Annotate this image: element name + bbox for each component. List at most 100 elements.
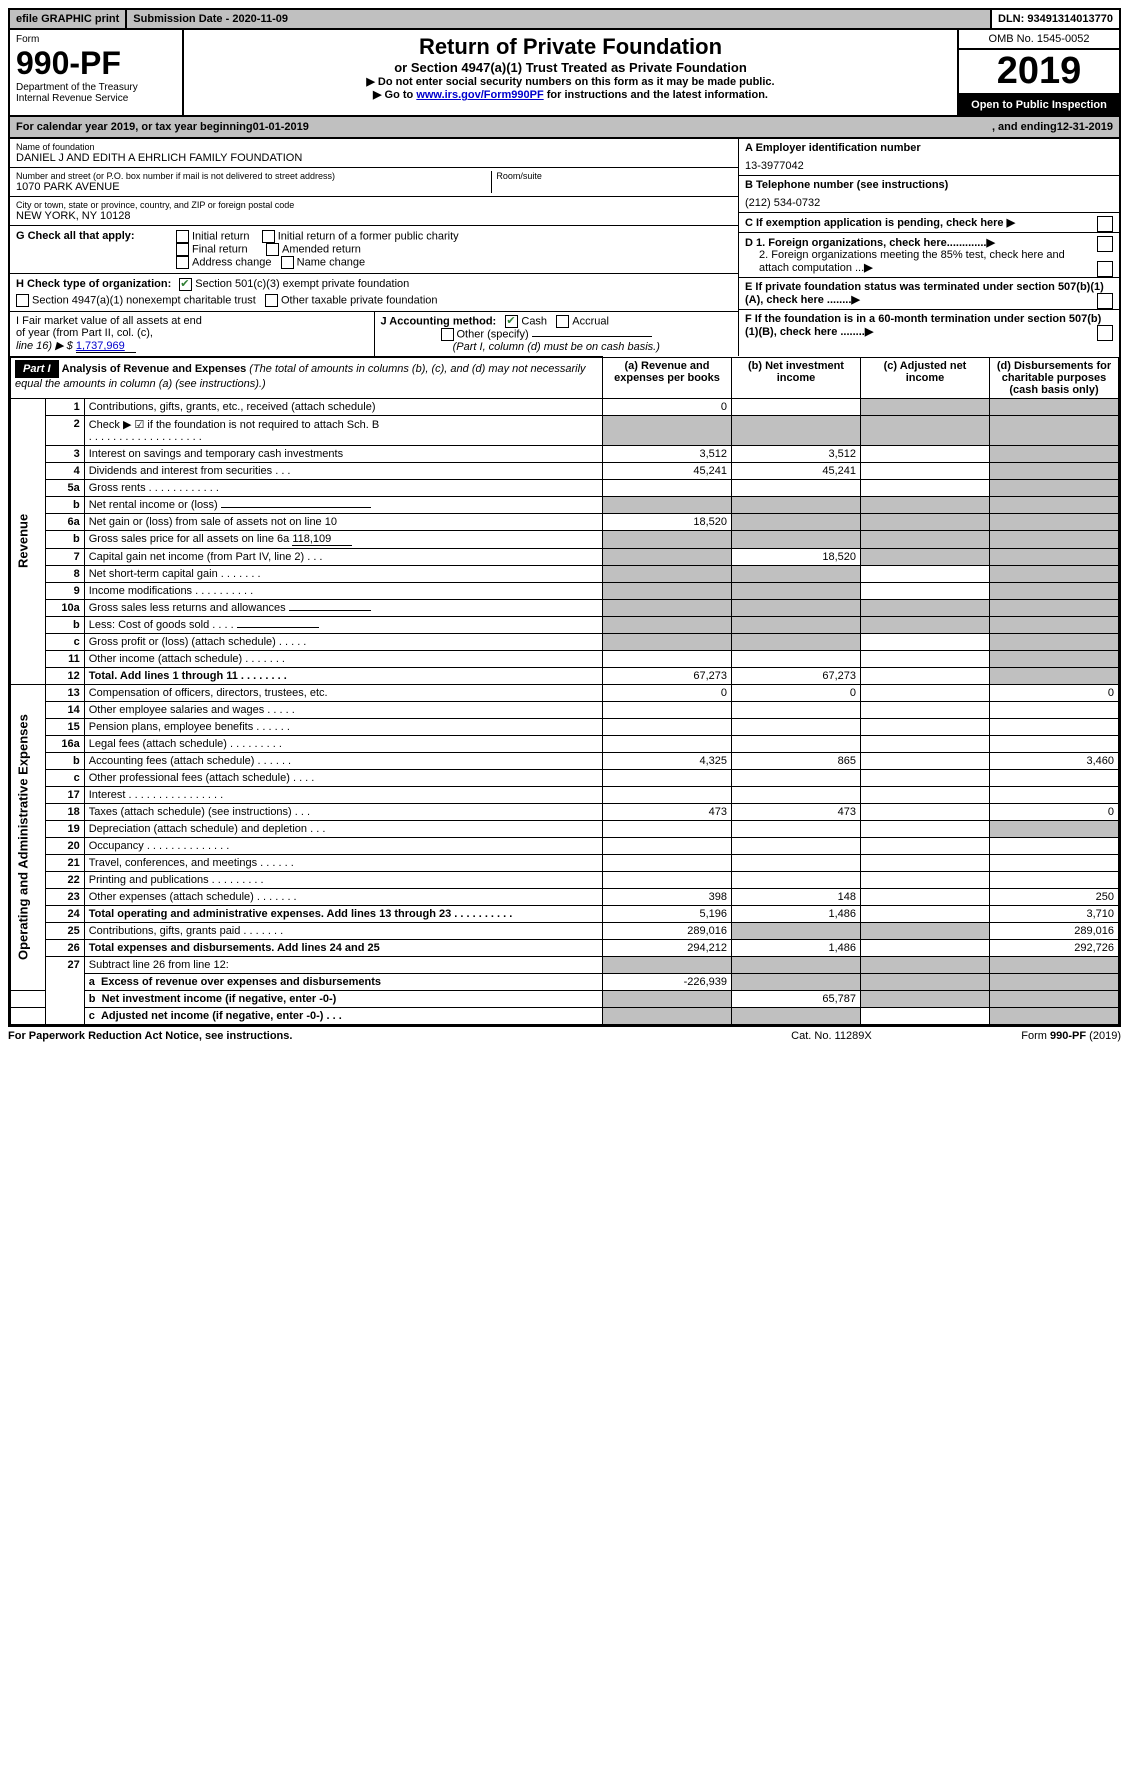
section-g: G Check all that apply: Initial return I… (10, 226, 738, 274)
dept-irs: Internal Revenue Service (16, 93, 176, 104)
section-c: C If exemption application is pending, c… (739, 213, 1119, 233)
top-bar: efile GRAPHIC print Submission Date - 20… (10, 10, 1119, 30)
table-row: 12Total. Add lines 1 through 11 . . . . … (11, 667, 1119, 684)
dept-treasury: Department of the Treasury (16, 82, 176, 93)
table-row: b Net rental income or (loss) (11, 496, 1119, 513)
col-b: (b) Net investment income (732, 357, 861, 398)
ein-label: A Employer identification number (745, 142, 921, 154)
table-row: 23Other expenses (attach schedule) . . .… (11, 888, 1119, 905)
chk-4947[interactable] (16, 294, 29, 307)
form-link[interactable]: www.irs.gov/Form990PF (416, 89, 543, 101)
chk-other-method[interactable] (441, 328, 454, 341)
addr-label: Number and street (or P.O. box number if… (16, 171, 487, 181)
part1-header: Part I (15, 360, 59, 378)
h-label: H Check type of organization: (16, 278, 171, 291)
city-state-zip: NEW YORK, NY 10128 (16, 210, 732, 222)
table-row: 8Net short-term capital gain . . . . . .… (11, 565, 1119, 582)
table-row: a Excess of revenue over expenses and di… (11, 973, 1119, 990)
table-row: 22Printing and publications . . . . . . … (11, 871, 1119, 888)
section-i: I Fair market value of all assets at end… (10, 312, 375, 356)
chk-initial[interactable] (176, 230, 189, 243)
title: Return of Private Foundation (190, 34, 951, 60)
section-d: D 1. Foreign organizations, check here..… (739, 233, 1119, 278)
table-row: 18Taxes (attach schedule) (see instructi… (11, 803, 1119, 820)
col-a: (a) Revenue and expenses per books (603, 357, 732, 398)
table-row: 16aLegal fees (attach schedule) . . . . … (11, 735, 1119, 752)
table-row: 11Other income (attach schedule) . . . .… (11, 650, 1119, 667)
footer-left: For Paperwork Reduction Act Notice, see … (8, 1030, 292, 1042)
footer-right: Form 990-PF (2019) (1021, 1030, 1121, 1042)
part1-table: Part I Analysis of Revenue and Expenses … (10, 356, 1119, 1025)
section-e: E If private foundation status was termi… (739, 278, 1119, 310)
table-row: 25Contributions, gifts, grants paid . . … (11, 922, 1119, 939)
table-row: b Less: Cost of goods sold . . . . (11, 616, 1119, 633)
table-row: 20Occupancy . . . . . . . . . . . . . . (11, 837, 1119, 854)
table-row: Operating and Administrative Expenses 13… (11, 684, 1119, 701)
chk-final[interactable] (176, 243, 189, 256)
table-row: bAccounting fees (attach schedule) . . .… (11, 752, 1119, 769)
col-c: (c) Adjusted net income (861, 357, 990, 398)
revenue-vert: Revenue (11, 398, 46, 684)
name-label: Name of foundation (16, 142, 732, 152)
table-row: 2 Check ▶ ☑ if the foundation is not req… (11, 415, 1119, 445)
table-row: 10a Gross sales less returns and allowan… (11, 599, 1119, 616)
table-row: 4Dividends and interest from securities … (11, 462, 1119, 479)
chk-accrual[interactable] (556, 315, 569, 328)
footer: For Paperwork Reduction Act Notice, see … (8, 1027, 1121, 1045)
table-row: b Gross sales price for all assets on li… (11, 530, 1119, 548)
chk-d1[interactable] (1097, 236, 1113, 252)
table-row: 9Income modifications . . . . . . . . . … (11, 582, 1119, 599)
table-row: 6aNet gain or (loss) from sale of assets… (11, 513, 1119, 530)
table-row: 24Total operating and administrative exp… (11, 905, 1119, 922)
table-row: 3Interest on savings and temporary cash … (11, 445, 1119, 462)
chk-cash[interactable] (505, 315, 518, 328)
table-row: 26Total expenses and disbursements. Add … (11, 939, 1119, 956)
chk-501c3[interactable] (179, 278, 192, 291)
phone-value: (212) 534-0732 (745, 197, 1113, 209)
room-label: Room/suite (496, 171, 732, 181)
table-row: 21Travel, conferences, and meetings . . … (11, 854, 1119, 871)
table-row: 7Capital gain net income (from Part IV, … (11, 548, 1119, 565)
table-row: cGross profit or (loss) (attach schedule… (11, 633, 1119, 650)
chk-d2[interactable] (1097, 261, 1113, 277)
header: Form 990-PF Department of the Treasury I… (10, 30, 1119, 115)
open-public: Open to Public Inspection (959, 95, 1119, 115)
chk-amended[interactable] (266, 243, 279, 256)
phone-label: B Telephone number (see instructions) (745, 179, 948, 191)
efile-label: efile GRAPHIC print (10, 10, 127, 28)
table-row: 17Interest . . . . . . . . . . . . . . .… (11, 786, 1119, 803)
form-container: efile GRAPHIC print Submission Date - 20… (8, 8, 1121, 1027)
submission-date: Submission Date - 2020-11-09 (127, 10, 992, 28)
chk-f[interactable] (1097, 325, 1113, 341)
ein-value: 13-3977042 (745, 160, 1113, 172)
table-row: 19Depreciation (attach schedule) and dep… (11, 820, 1119, 837)
subtitle: or Section 4947(a)(1) Trust Treated as P… (190, 60, 951, 75)
form-label: Form (16, 34, 176, 45)
chk-addr-change[interactable] (176, 256, 189, 269)
section-j: J Accounting method: Cash Accrual Other … (375, 312, 739, 356)
calendar-year-bar: For calendar year 2019, or tax year begi… (10, 115, 1119, 139)
fmv-value[interactable]: 1,737,969 (76, 340, 136, 353)
table-row: c Adjusted net income (if negative, ente… (11, 1007, 1119, 1024)
tax-year: 2019 (959, 50, 1119, 95)
expenses-vert: Operating and Administrative Expenses (11, 684, 46, 990)
dln: DLN: 93491314013770 (992, 10, 1119, 28)
chk-c[interactable] (1097, 216, 1113, 232)
g-label: G Check all that apply: (16, 230, 176, 269)
chk-name-change[interactable] (281, 256, 294, 269)
section-h: H Check type of organization: Section 50… (10, 274, 738, 312)
header-left: Form 990-PF Department of the Treasury I… (10, 30, 184, 115)
chk-other-taxable[interactable] (265, 294, 278, 307)
chk-initial-former[interactable] (262, 230, 275, 243)
chk-e[interactable] (1097, 293, 1113, 309)
header-mid: Return of Private Foundation or Section … (184, 30, 959, 115)
city-label: City or town, state or province, country… (16, 200, 732, 210)
table-row: cOther professional fees (attach schedul… (11, 769, 1119, 786)
form-number: 990-PF (16, 45, 176, 82)
section-f: F If the foundation is in a 60-month ter… (739, 310, 1119, 341)
table-row: 14Other employee salaries and wages . . … (11, 701, 1119, 718)
note1: ▶ Do not enter social security numbers o… (190, 75, 951, 88)
table-row: 27Subtract line 26 from line 12: (11, 956, 1119, 973)
foundation-name: DANIEL J AND EDITH A EHRLICH FAMILY FOUN… (16, 152, 732, 164)
header-right: OMB No. 1545-0052 2019 Open to Public In… (959, 30, 1119, 115)
